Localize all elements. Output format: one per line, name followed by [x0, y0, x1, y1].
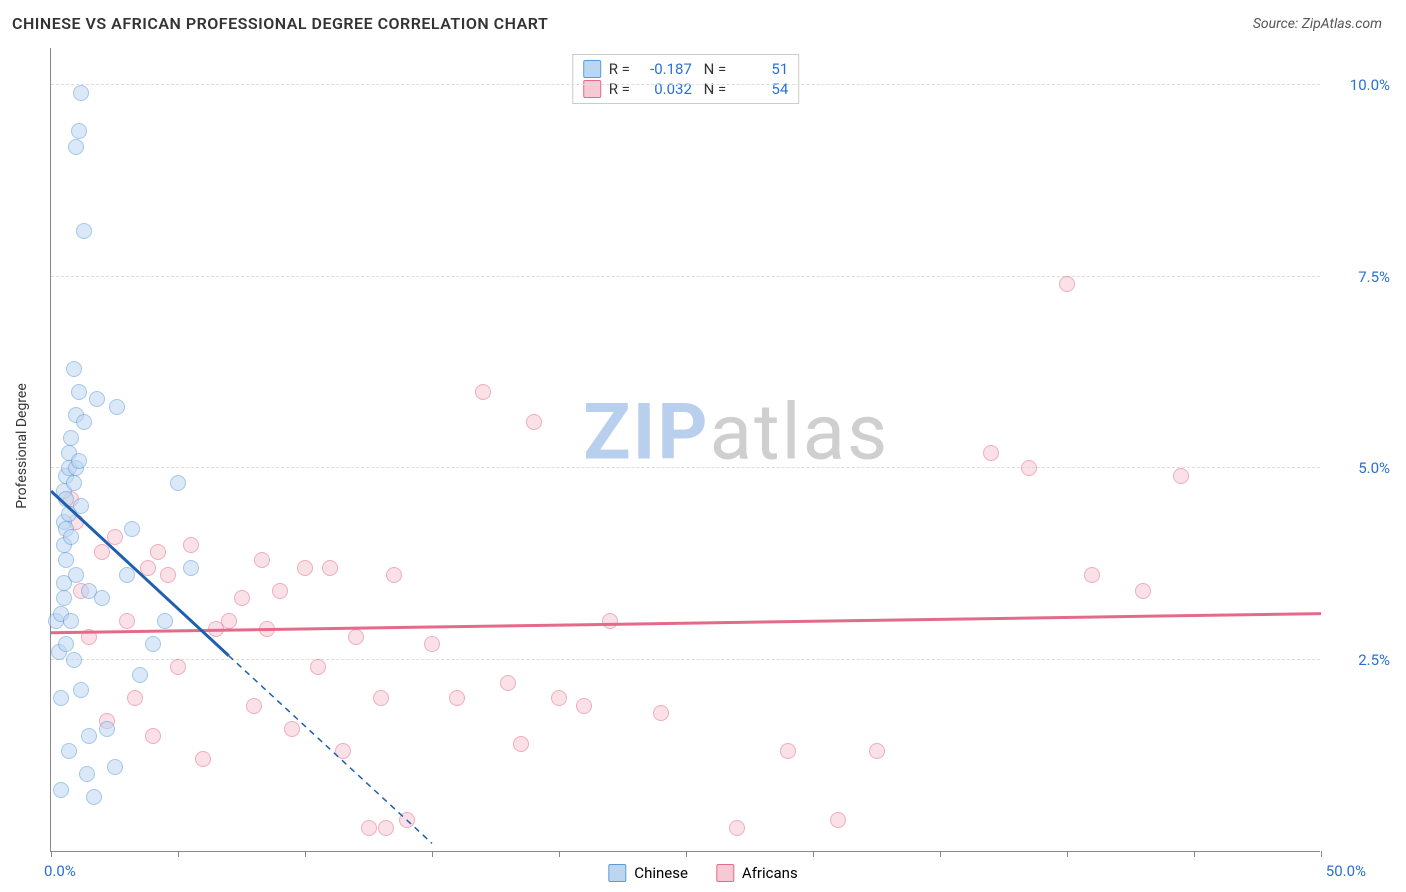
legend-label-africans: Africans [742, 864, 798, 882]
series-legend: Chinese Africans [608, 864, 797, 882]
source-prefix: Source: [1253, 16, 1302, 32]
x-tick [1067, 851, 1068, 857]
y-tick-label: 5.0% [1330, 459, 1390, 477]
x-tick [1194, 851, 1195, 857]
trend-lines [51, 47, 1321, 851]
x-tick [432, 851, 433, 857]
chart-title: CHINESE VS AFRICAN PROFESSIONAL DEGREE C… [12, 14, 548, 33]
x-tick [813, 851, 814, 857]
y-tick-label: 2.5% [1330, 651, 1390, 669]
source-attribution: Source: ZipAtlas.com [1253, 16, 1382, 32]
y-axis-title: Professional Degree [14, 383, 30, 509]
x-tick [305, 851, 306, 857]
x-tick [178, 851, 179, 857]
legend-swatch-chinese [608, 864, 626, 882]
y-tick-label: 10.0% [1330, 76, 1390, 94]
chart-plot-area: ZIPatlas R = -0.187 N = 51 R = 0.032 N =… [50, 48, 1320, 852]
x-axis-max-label: 50.0% [1326, 862, 1366, 880]
source-name: ZipAtlas.com [1302, 16, 1382, 32]
legend-label-chinese: Chinese [634, 864, 688, 882]
y-tick-label: 7.5% [1330, 268, 1390, 286]
x-axis-min-label: 0.0% [44, 862, 76, 880]
x-tick [51, 851, 52, 857]
x-tick [940, 851, 941, 857]
legend-swatch-africans [716, 864, 734, 882]
legend-item-chinese: Chinese [608, 864, 688, 882]
x-tick [1321, 851, 1322, 857]
x-tick [686, 851, 687, 857]
x-tick [559, 851, 560, 857]
legend-item-africans: Africans [716, 864, 798, 882]
